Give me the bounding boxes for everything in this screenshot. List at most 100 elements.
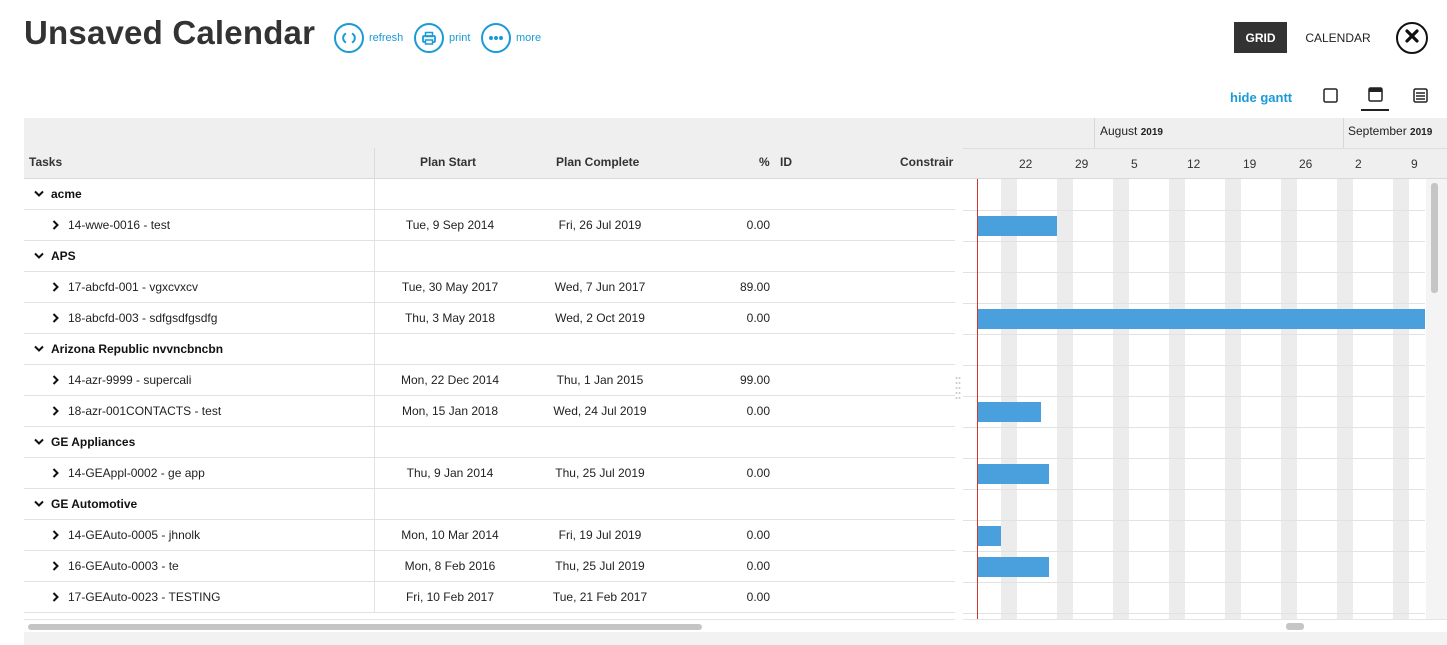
weekend-column: [1225, 179, 1241, 632]
grid-header: Tasks Plan Start Plan Complete % ID Cons…: [24, 118, 968, 179]
week-label: 12: [1187, 157, 1201, 171]
task-name: 14-azr-9999 - supercali: [68, 373, 192, 387]
grid-horizontal-scrollbar[interactable]: [24, 619, 955, 631]
panel-splitter-handle[interactable]: [955, 370, 961, 410]
column-header-tasks[interactable]: Tasks: [29, 155, 63, 169]
group-row[interactable]: APS: [24, 241, 955, 272]
plan-start-cell: Tue, 9 Sep 2014: [405, 218, 495, 232]
column-header-constraint[interactable]: Constrair: [900, 155, 954, 169]
task-row[interactable]: 14-wwe-0016 - test Tue, 9 Sep 2014 Fri, …: [24, 210, 955, 241]
plan-complete-cell: Wed, 7 Jun 2017: [554, 280, 646, 294]
task-row[interactable]: 14-GEAuto-0005 - jhnolk Mon, 10 Mar 2014…: [24, 520, 955, 551]
scrollbar-thumb[interactable]: [28, 624, 702, 630]
group-name: GE Appliances: [51, 435, 136, 449]
task-row[interactable]: 16-GEAuto-0003 - te Mon, 8 Feb 2016 Thu,…: [24, 551, 955, 582]
month-divider: [1343, 118, 1344, 148]
chevron-down-icon[interactable]: [33, 343, 45, 355]
task-name: 14-wwe-0016 - test: [68, 218, 171, 232]
calendar-view-button[interactable]: CALENDAR: [1305, 30, 1371, 45]
percent-cell: 0.00: [746, 218, 770, 232]
more-button[interactable]: more: [481, 22, 541, 54]
task-row[interactable]: 17-GEAuto-0023 - TESTING Fri, 10 Feb 201…: [24, 582, 955, 613]
chevron-right-icon[interactable]: [50, 467, 62, 479]
more-icon: [481, 23, 511, 53]
task-name: 17-GEAuto-0023 - TESTING: [68, 590, 221, 604]
task-row[interactable]: 18-abcfd-003 - sdfgsdfgsdfg Thu, 3 May 2…: [24, 303, 955, 334]
gantt-horizontal-scrollbar[interactable]: [963, 619, 1447, 632]
week-label: 9: [1411, 157, 1418, 171]
scrollbar-thumb[interactable]: [1286, 623, 1304, 630]
task-name: 16-GEAuto-0003 - te: [68, 559, 179, 573]
plan-complete-cell: Tue, 21 Feb 2017: [552, 590, 648, 604]
chevron-right-icon[interactable]: [50, 560, 62, 572]
grid-view-button[interactable]: GRID: [1234, 22, 1287, 53]
print-button[interactable]: print: [414, 22, 470, 54]
chevron-right-icon[interactable]: [50, 312, 62, 324]
single-panel-view-button[interactable]: [1316, 85, 1344, 111]
single-panel-icon: [1322, 88, 1338, 108]
weekend-column: [1281, 179, 1297, 632]
task-row[interactable]: 18-azr-001CONTACTS - test Mon, 15 Jan 20…: [24, 396, 955, 427]
chevron-right-icon[interactable]: [50, 405, 62, 417]
plan-complete-cell: Thu, 25 Jul 2019: [555, 466, 645, 480]
plan-start-cell: Mon, 8 Feb 2016: [404, 559, 496, 573]
group-row[interactable]: acme: [24, 179, 955, 210]
list-panel-view-button[interactable]: [1406, 85, 1434, 111]
gantt-task-bar[interactable]: [978, 526, 1001, 546]
group-name: Arizona Republic nvvncbncbn: [51, 342, 224, 356]
percent-cell: 99.00: [739, 373, 770, 387]
chevron-right-icon[interactable]: [50, 529, 62, 541]
plan-complete-cell: Thu, 25 Jul 2019: [555, 559, 645, 573]
gantt-task-bar[interactable]: [978, 402, 1041, 422]
chevron-right-icon[interactable]: [50, 281, 62, 293]
column-header-id[interactable]: ID: [780, 155, 792, 169]
group-row[interactable]: Arizona Republic nvvncbncbn: [24, 334, 955, 365]
task-row[interactable]: 14-azr-9999 - supercali Mon, 22 Dec 2014…: [24, 365, 955, 396]
month-label: September 2019: [1348, 124, 1433, 138]
weekend-column: [1169, 179, 1185, 632]
gantt-task-bar[interactable]: [978, 464, 1049, 484]
refresh-button[interactable]: refresh: [334, 22, 403, 54]
hide-gantt-link[interactable]: hide gantt: [1230, 90, 1293, 105]
close-button[interactable]: [1396, 22, 1428, 54]
page-title: Unsaved Calendar: [24, 14, 316, 51]
group-name: acme: [51, 187, 82, 201]
group-row[interactable]: GE Appliances: [24, 427, 955, 458]
task-name: 17-abcfd-001 - vgxcvxcv: [68, 280, 199, 294]
column-header-plan-start[interactable]: Plan Start: [420, 155, 477, 169]
weekend-column: [1393, 179, 1409, 632]
plan-start-cell: Tue, 30 May 2017: [401, 280, 499, 294]
gantt-task-bar[interactable]: [978, 309, 1425, 329]
task-row[interactable]: 14-GEAppl-0002 - ge app Thu, 9 Jan 2014 …: [24, 458, 955, 489]
percent-cell: 0.00: [746, 311, 770, 325]
week-label: 19: [1243, 157, 1257, 171]
chevron-down-icon[interactable]: [33, 188, 45, 200]
chevron-right-icon[interactable]: [50, 219, 62, 231]
scrollbar-thumb[interactable]: [1431, 183, 1438, 293]
task-name: 14-GEAuto-0005 - jhnolk: [68, 528, 201, 542]
gantt-task-bar[interactable]: [978, 216, 1057, 236]
chevron-right-icon[interactable]: [50, 591, 62, 603]
chevron-down-icon[interactable]: [33, 250, 45, 262]
gantt-vertical-scrollbar[interactable]: [1426, 179, 1447, 632]
split-panel-view-button[interactable]: [1361, 85, 1389, 111]
task-row[interactable]: 17-abcfd-001 - vgxcvxcv Tue, 30 May 2017…: [24, 272, 955, 303]
task-name: 18-azr-001CONTACTS - test: [68, 404, 222, 418]
footer-strip: [24, 632, 1447, 645]
percent-cell: 0.00: [746, 466, 770, 480]
column-header-plan-complete[interactable]: Plan Complete: [556, 155, 640, 169]
close-icon: [1405, 28, 1419, 48]
chevron-right-icon[interactable]: [50, 374, 62, 386]
chevron-down-icon[interactable]: [33, 498, 45, 510]
group-row[interactable]: GE Automotive: [24, 489, 955, 520]
week-label: 5: [1131, 157, 1138, 171]
plan-start-cell: Thu, 9 Jan 2014: [406, 466, 494, 480]
column-header-percent[interactable]: %: [759, 155, 770, 169]
chevron-down-icon[interactable]: [33, 436, 45, 448]
plan-start-cell: Thu, 3 May 2018: [404, 311, 496, 325]
plan-complete-cell: Thu, 1 Jan 2015: [556, 373, 644, 387]
plan-complete-cell: Fri, 19 Jul 2019: [558, 528, 642, 542]
plan-start-cell: Mon, 22 Dec 2014: [400, 373, 500, 387]
gantt-header: August 2019 September 2019 22 29 5 12 19…: [963, 118, 1447, 179]
gantt-task-bar[interactable]: [978, 557, 1049, 577]
